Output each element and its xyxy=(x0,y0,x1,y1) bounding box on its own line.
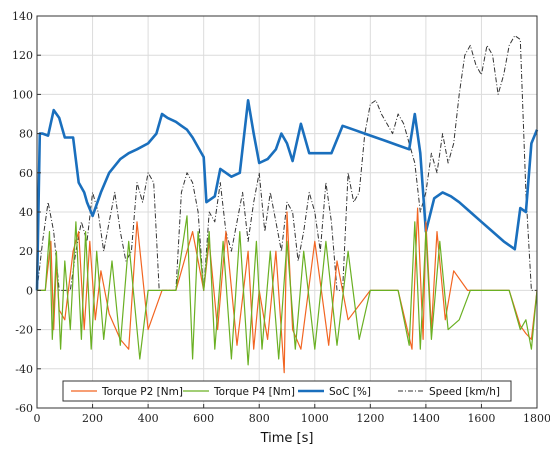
ticks: 0 200 400 600 800 1000 1200 1400 1600 1800-60-40-… xyxy=(12,10,550,425)
legend-box xyxy=(62,380,512,402)
y-tick-label: 140 xyxy=(12,10,33,23)
y-tick-label: 60 xyxy=(19,167,33,180)
y-tick-label: 0 xyxy=(26,284,33,297)
x-tick-label: 0 xyxy=(34,412,41,425)
series-line-speed-km-h xyxy=(36,35,537,291)
legend-label: SoC [%] xyxy=(329,386,371,398)
y-tick-label: 20 xyxy=(19,245,33,258)
y-tick-label: -40 xyxy=(15,363,33,376)
x-tick-label: 400 xyxy=(138,412,159,425)
y-tick-label: 40 xyxy=(19,206,33,219)
x-tick-label: 800 xyxy=(249,412,270,425)
x-tick-label: 1400 xyxy=(412,412,440,425)
x-tick-label: 1200 xyxy=(356,412,384,425)
plot-frame xyxy=(36,15,538,409)
x-tick-label: 1800 xyxy=(523,412,550,425)
legend: Torque P2 [Nm] Torque P4 [Nm] SoC [%] Speed… xyxy=(62,380,512,402)
y-tick-label: 80 xyxy=(19,128,33,141)
legend-label: Torque P4 [Nm] xyxy=(213,386,295,398)
x-tick-label: 200 xyxy=(82,412,103,425)
series-line-soc xyxy=(35,99,539,291)
y-tick-label: 100 xyxy=(12,88,33,101)
x-tick-label: 600 xyxy=(193,412,214,425)
x-tick-label: 1000 xyxy=(301,412,329,425)
x-tick-label: 1600 xyxy=(467,412,495,425)
series-line-torque-p4-nm xyxy=(37,215,538,366)
y-tick-label: -60 xyxy=(15,402,33,415)
y-tick-label: -20 xyxy=(15,324,33,337)
legend-label: Speed [km/h] xyxy=(429,386,500,398)
x-axis-label: Time [s] xyxy=(260,431,314,446)
legend-label: Torque P2 [Nm] xyxy=(101,386,183,398)
y-tick-label: 120 xyxy=(12,49,33,62)
series-layer xyxy=(35,35,539,374)
